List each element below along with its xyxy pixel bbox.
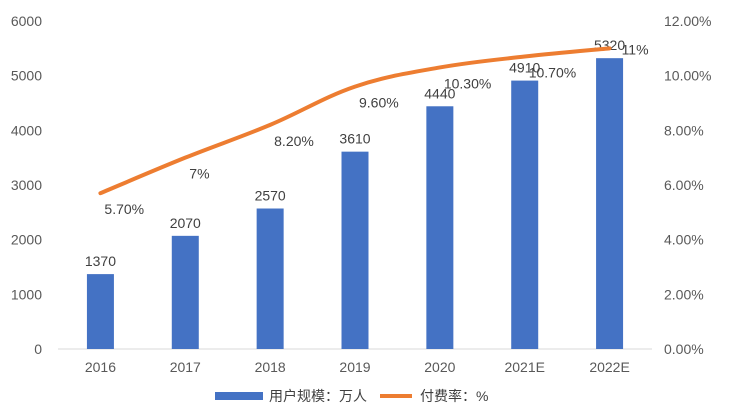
rate-line xyxy=(98,46,612,196)
legend-bar-swatch xyxy=(215,392,263,400)
line-data-labels: 5.70% 7% 8.20% 9.60% 10.30% 10.70% 11% xyxy=(104,41,648,217)
bar-value-label: 2570 xyxy=(255,188,286,204)
line-value-label: 7% xyxy=(189,166,209,182)
x-tick-label: 2021E xyxy=(504,359,544,375)
legend-bar-label: 用户规模：万人 xyxy=(269,388,367,404)
left-tick-label: 6000 xyxy=(11,13,42,29)
x-tick-label: 2020 xyxy=(424,359,455,375)
legend: 用户规模：万人 付费率：% xyxy=(215,388,488,404)
bar xyxy=(341,151,369,349)
bar-value-label: 4910 xyxy=(509,60,540,76)
left-tick-label: 0 xyxy=(34,341,42,357)
x-axis-ticks: 2016 2017 2018 2019 2020 2021E 2022E xyxy=(85,359,630,375)
left-axis-ticks: 0 1000 2000 3000 4000 5000 6000 xyxy=(11,13,42,357)
line-value-label: 9.60% xyxy=(359,95,399,111)
bar xyxy=(171,235,199,349)
line-value-label: 5.70% xyxy=(104,201,144,217)
left-tick-label: 2000 xyxy=(11,232,42,248)
bar xyxy=(86,274,114,349)
bar xyxy=(511,80,539,349)
x-tick-label: 2017 xyxy=(170,359,201,375)
right-tick-label: 4.00% xyxy=(664,232,704,248)
right-axis-ticks: 0.00% 2.00% 4.00% 6.00% 8.00% 10.00% 12.00% xyxy=(664,13,711,357)
right-tick-label: 0.00% xyxy=(664,341,704,357)
bar xyxy=(426,106,454,349)
bar xyxy=(596,58,624,349)
right-tick-label: 10.00% xyxy=(664,68,711,84)
bar-value-label: 4440 xyxy=(424,85,455,101)
legend-line-label: 付费率：% xyxy=(420,388,488,404)
right-tick-label: 12.00% xyxy=(664,13,711,29)
line-value-label: 10.70% xyxy=(529,65,576,81)
right-tick-label: 2.00% xyxy=(664,286,704,302)
left-tick-label: 1000 xyxy=(11,286,42,302)
bar-value-label: 2070 xyxy=(170,215,201,231)
left-tick-label: 5000 xyxy=(11,68,42,84)
bar xyxy=(256,208,284,349)
x-tick-label: 2019 xyxy=(339,359,370,375)
bar-value-label: 3610 xyxy=(339,131,370,147)
x-tick-label: 2018 xyxy=(255,359,286,375)
line-value-label: 10.30% xyxy=(444,75,491,91)
bar-value-label: 1370 xyxy=(85,253,116,269)
line-value-label: 11% xyxy=(622,41,649,57)
right-tick-label: 6.00% xyxy=(664,177,704,193)
right-tick-label: 8.00% xyxy=(664,122,704,138)
line-value-label: 8.20% xyxy=(274,133,314,149)
left-tick-label: 4000 xyxy=(11,122,42,138)
x-tick-label: 2022E xyxy=(589,359,629,375)
left-tick-label: 3000 xyxy=(11,177,42,193)
bar-series xyxy=(86,58,624,349)
x-tick-label: 2016 xyxy=(85,359,116,375)
